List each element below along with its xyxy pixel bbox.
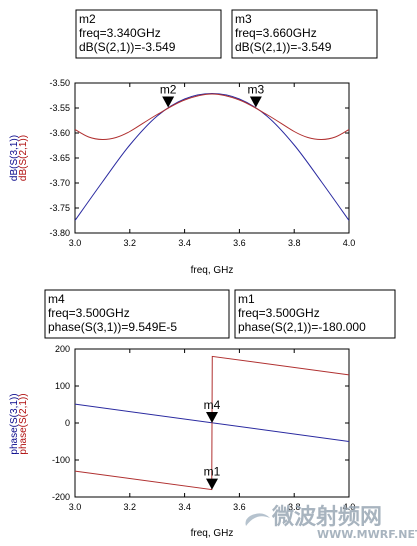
chart-2: 3.0 3.2 3.4 3.6 3.8 4.0 200 100 0 -100 -200 freq, G… — [9, 289, 396, 539]
y-tick-label: -3.70 — [49, 178, 70, 188]
x-tick-label: 3.0 — [69, 502, 82, 512]
y-tick-label: -200 — [52, 492, 70, 502]
marker-readout-box-m4 — [44, 289, 230, 339]
marker-readout-line: m4 — [48, 292, 65, 306]
y-axis-label: phase(S(2,1)) — [18, 393, 29, 454]
y-axis-label: dB(S(2,1)) — [18, 135, 29, 181]
marker-readout-box-m2 — [75, 9, 222, 59]
marker-readout-line: phase(S(3,1))=9.549E-5 — [48, 320, 177, 334]
y-tick-label: -3.50 — [49, 78, 70, 88]
x-axis-label: freq, GHz — [191, 528, 234, 539]
marker-readout-line: phase(S(2,1))=-180.000 — [238, 320, 366, 334]
y-tick-label: -100 — [52, 455, 70, 465]
marker-label-m2: m2 — [160, 83, 177, 97]
watermark-title: 微波射频网 — [271, 504, 382, 530]
watermark-logo-icon — [245, 513, 270, 526]
y-tick-label: 100 — [55, 381, 70, 391]
marker-readout-line: dB(S(2,1))=-3.549 — [235, 40, 332, 54]
marker-label-m1: m1 — [204, 465, 221, 479]
x-tick-label: 3.8 — [288, 238, 301, 248]
marker-readout-line: m1 — [238, 292, 255, 306]
watermark-url: WWW.MWRF.NET — [317, 528, 417, 541]
x-tick-label: 3.2 — [124, 502, 137, 512]
marker-readout-line: m2 — [79, 12, 96, 26]
y-tick-label: -3.75 — [49, 203, 70, 213]
x-tick-label: 3.6 — [233, 238, 246, 248]
y-axis-label: dB(S(3,1)) — [9, 135, 20, 181]
y-tick-label: 200 — [55, 344, 70, 354]
y-tick-label: -3.80 — [49, 228, 70, 238]
y-tick-label: -3.55 — [49, 103, 70, 113]
marker-triangle-m3 — [249, 96, 262, 108]
x-tick-label: 3.0 — [69, 238, 82, 248]
chart-1: 3.0 3.2 3.4 3.6 3.8 4.0 -3.50 -3.55 -3.60 -3.65 -3… — [9, 9, 378, 276]
marker-triangle-m4 — [206, 412, 218, 423]
x-tick-label: 3.4 — [178, 502, 191, 512]
marker-triangle-m1 — [206, 478, 218, 490]
marker-readout-line: freq=3.500GHz — [48, 306, 130, 320]
marker-readout-line: m3 — [235, 12, 252, 26]
y-tick-label: -3.60 — [49, 128, 70, 138]
x-axis-label: freq, GHz — [191, 265, 234, 276]
marker-readout-line: freq=3.340GHz — [79, 26, 161, 40]
x-tick-label: 4.0 — [343, 238, 356, 248]
y-tick-label: -3.65 — [49, 153, 70, 163]
marker-readout-line: freq=3.660GHz — [235, 26, 317, 40]
series-line-db-s-2-1- — [75, 93, 349, 141]
marker-readout-line: dB(S(2,1))=-3.549 — [79, 40, 176, 54]
marker-triangle-m2 — [162, 96, 175, 108]
marker-label-m4: m4 — [204, 398, 221, 412]
y-tick-label: 0 — [65, 418, 70, 428]
marker-readout-box-m3 — [231, 9, 378, 59]
marker-label-m3: m3 — [248, 83, 265, 97]
marker-readout-line: freq=3.500GHz — [238, 306, 320, 320]
x-tick-label: 3.6 — [233, 502, 246, 512]
marker-readout-box-m1 — [234, 289, 396, 339]
plot-frame — [74, 82, 350, 234]
x-tick-label: 3.2 — [124, 238, 137, 248]
x-tick-label: 3.8 — [288, 502, 301, 512]
x-tick-label: 4.0 — [343, 502, 356, 512]
x-tick-label: 3.4 — [178, 238, 191, 248]
y-axis-label: phase(S(3,1)) — [9, 393, 20, 454]
